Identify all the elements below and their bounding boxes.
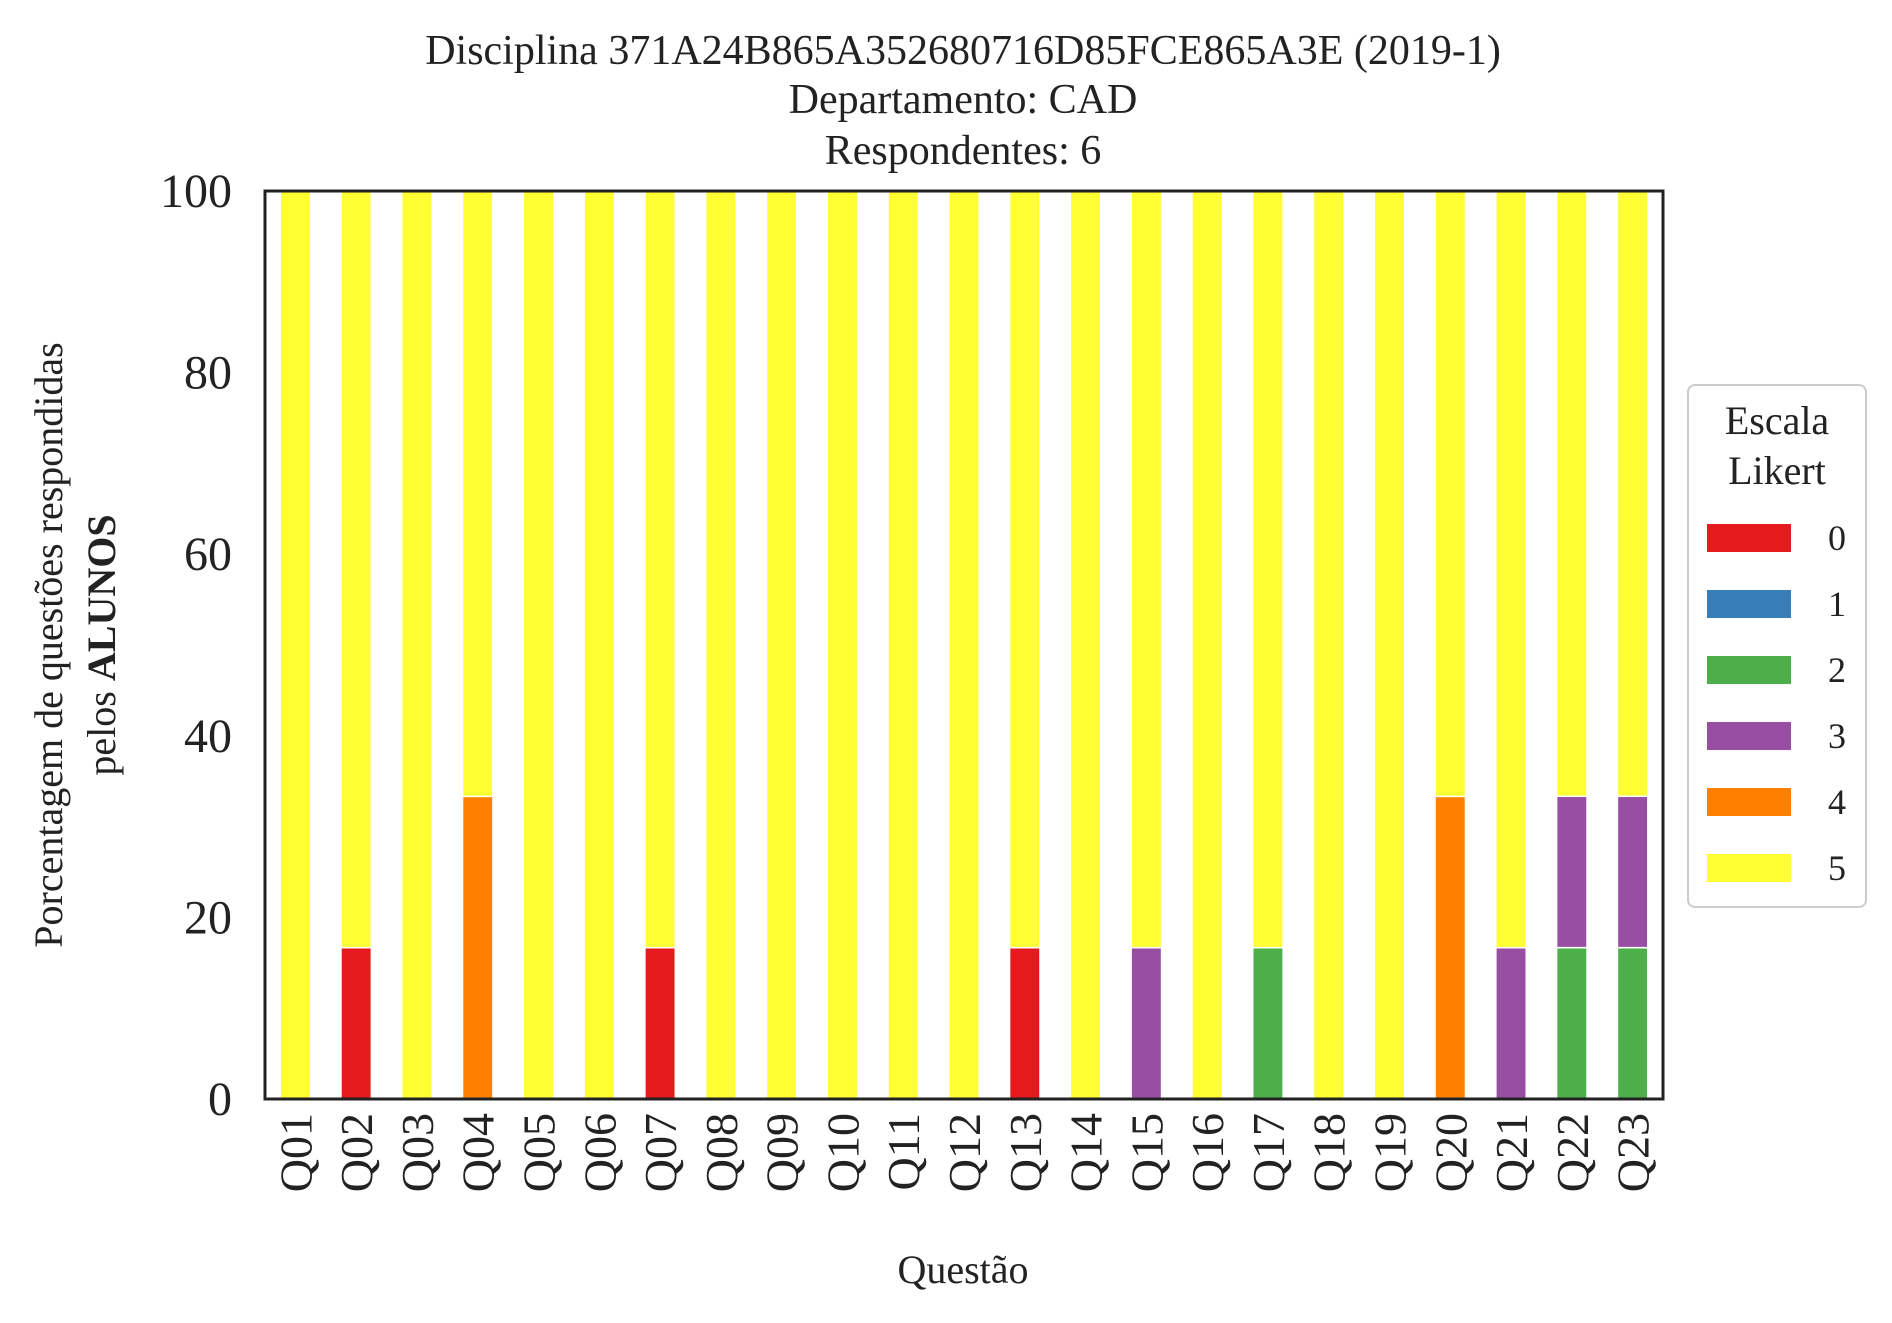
x-tick-label: Q15 (1121, 1113, 1172, 1192)
bar-segment-Q20-scale-4 (1434, 795, 1467, 1100)
legend-swatch-0 (1707, 524, 1791, 552)
bar-segment-Q23-scale-5 (1616, 190, 1649, 798)
x-tick-label: Q04 (453, 1113, 504, 1192)
x-tick-label: Q02 (331, 1113, 382, 1192)
bar-segment-Q10-scale-5 (826, 190, 859, 1100)
bar-segment-Q12-scale-5 (948, 190, 980, 1100)
x-tick-label: Q19 (1364, 1113, 1415, 1192)
bar-segment-Q08-scale-5 (704, 190, 737, 1100)
bar-segment-Q14-scale-5 (1069, 190, 1102, 1100)
legend-label-1: 1 (1828, 584, 1846, 624)
bar-segment-Q13-scale-5 (1008, 190, 1041, 949)
bar-segment-Q13-scale-0 (1008, 946, 1041, 1100)
y-tick-label: 100 (160, 165, 232, 218)
bar-segment-Q04-scale-4 (461, 795, 494, 1100)
chart-title: Disciplina 371A24B865A352680716D85FCE865… (425, 28, 1501, 174)
x-tick-label: Q10 (817, 1113, 868, 1192)
legend-items: 0 1 2 3 4 5 (1707, 518, 1846, 888)
x-axis-ticks: Q01 Q02 Q03 Q04 Q05 Q06 Q07 Q08 Q09 Q10 Q11 Q12 Q13 Q… (270, 1113, 1658, 1192)
x-tick-label: Q13 (1000, 1113, 1051, 1192)
bar-segment-Q02-scale-0 (340, 946, 373, 1100)
legend-box (1687, 384, 1867, 908)
y-axis-label-prefix: pelos (79, 681, 124, 775)
x-tick-label: Q21 (1486, 1113, 1537, 1192)
bar-segment-Q21-scale-5 (1495, 190, 1527, 949)
bar-segment-Q17-scale-2 (1251, 946, 1284, 1100)
bar-segment-Q09-scale-5 (765, 190, 798, 1100)
x-tick-label: Q22 (1547, 1113, 1598, 1192)
bar-segment-Q03-scale-5 (401, 190, 433, 1100)
legend-label-0: 0 (1828, 518, 1846, 558)
x-tick-label: Q17 (1243, 1113, 1294, 1192)
legend-swatch-2 (1707, 656, 1791, 684)
y-axis-ticks: 0 20 40 60 80 100 (160, 165, 232, 1126)
bar-segment-Q07-scale-0 (644, 946, 677, 1100)
bar-segment-Q19-scale-5 (1373, 190, 1406, 1100)
legend-label-5: 5 (1828, 848, 1846, 888)
bar-segment-Q07-scale-5 (644, 190, 677, 949)
bar-segment-Q21-scale-3 (1495, 946, 1527, 1100)
y-axis-label-line-2: pelos ALUNOS (79, 514, 124, 775)
bar-segment-Q02-scale-5 (340, 190, 373, 949)
legend: Escala Likert 0 1 2 3 4 5 (1687, 384, 1867, 908)
bar-segment-Q23-scale-2 (1616, 946, 1649, 1100)
x-tick-label: Q11 (878, 1113, 929, 1191)
legend-label-4: 4 (1828, 782, 1846, 822)
y-axis-label-bold: ALUNOS (79, 514, 124, 681)
plot-frame (263, 189, 1665, 1101)
chart-title-line-3: Respondentes: 6 (825, 128, 1101, 174)
bar-segment-Q05-scale-5 (522, 190, 555, 1100)
y-tick-label: 80 (184, 347, 232, 400)
x-axis-label: Questão (897, 1247, 1028, 1292)
y-tick-label: 60 (184, 528, 232, 581)
bar-segment-Q23-scale-3 (1616, 795, 1649, 949)
x-tick-label: Q18 (1304, 1113, 1355, 1192)
x-tick-label: Q06 (574, 1113, 625, 1192)
legend-label-3: 3 (1828, 716, 1846, 756)
legend-title-line-1: Escala (1725, 398, 1830, 443)
legend-swatch-5 (1707, 854, 1791, 882)
x-tick-label: Q14 (1061, 1113, 1112, 1192)
bar-segment-Q15-scale-3 (1130, 946, 1163, 1100)
x-tick-label: Q12 (939, 1113, 990, 1192)
y-axis-label-line-1: Porcentagem de questões respondidas (26, 342, 71, 947)
bar-segment-Q22-scale-5 (1555, 190, 1588, 798)
bar-segment-Q20-scale-5 (1434, 190, 1467, 798)
legend-label-2: 2 (1828, 650, 1846, 690)
bar-segment-Q22-scale-3 (1555, 795, 1588, 949)
x-tick-label: Q20 (1425, 1113, 1476, 1192)
bar-segment-Q17-scale-5 (1251, 190, 1284, 949)
bar-segment-Q16-scale-5 (1191, 190, 1224, 1100)
bar-segment-Q06-scale-5 (583, 190, 616, 1100)
x-tick-label: Q01 (270, 1113, 321, 1192)
y-tick-label: 40 (184, 710, 232, 763)
legend-title-line-2: Likert (1728, 448, 1826, 493)
bars-layer (279, 190, 1649, 1100)
bar-segment-Q15-scale-5 (1130, 190, 1163, 949)
y-tick-label: 0 (208, 1073, 232, 1126)
x-tick-label: Q23 (1608, 1113, 1659, 1192)
x-tick-label: Q16 (1182, 1113, 1233, 1192)
chart-title-line-2: Departamento: CAD (789, 77, 1138, 123)
x-tick-label: Q05 (514, 1113, 565, 1192)
x-tick-label: Q09 (757, 1113, 808, 1192)
legend-swatch-3 (1707, 722, 1791, 750)
bar-segment-Q04-scale-5 (461, 190, 494, 798)
legend-swatch-4 (1707, 788, 1791, 816)
y-axis-label: Porcentagem de questões respondidas pelo… (26, 342, 124, 947)
bar-segment-Q18-scale-5 (1312, 190, 1345, 1100)
chart-title-line-1: Disciplina 371A24B865A352680716D85FCE865… (425, 28, 1501, 74)
y-tick-label: 20 (184, 891, 232, 944)
x-tick-label: Q07 (635, 1113, 686, 1192)
legend-swatch-1 (1707, 590, 1791, 618)
bar-segment-Q01-scale-5 (279, 190, 312, 1100)
bar-segment-Q22-scale-2 (1555, 946, 1588, 1100)
bar-segment-Q11-scale-5 (887, 190, 920, 1100)
x-tick-label: Q08 (696, 1113, 747, 1192)
x-tick-label: Q03 (392, 1113, 443, 1192)
